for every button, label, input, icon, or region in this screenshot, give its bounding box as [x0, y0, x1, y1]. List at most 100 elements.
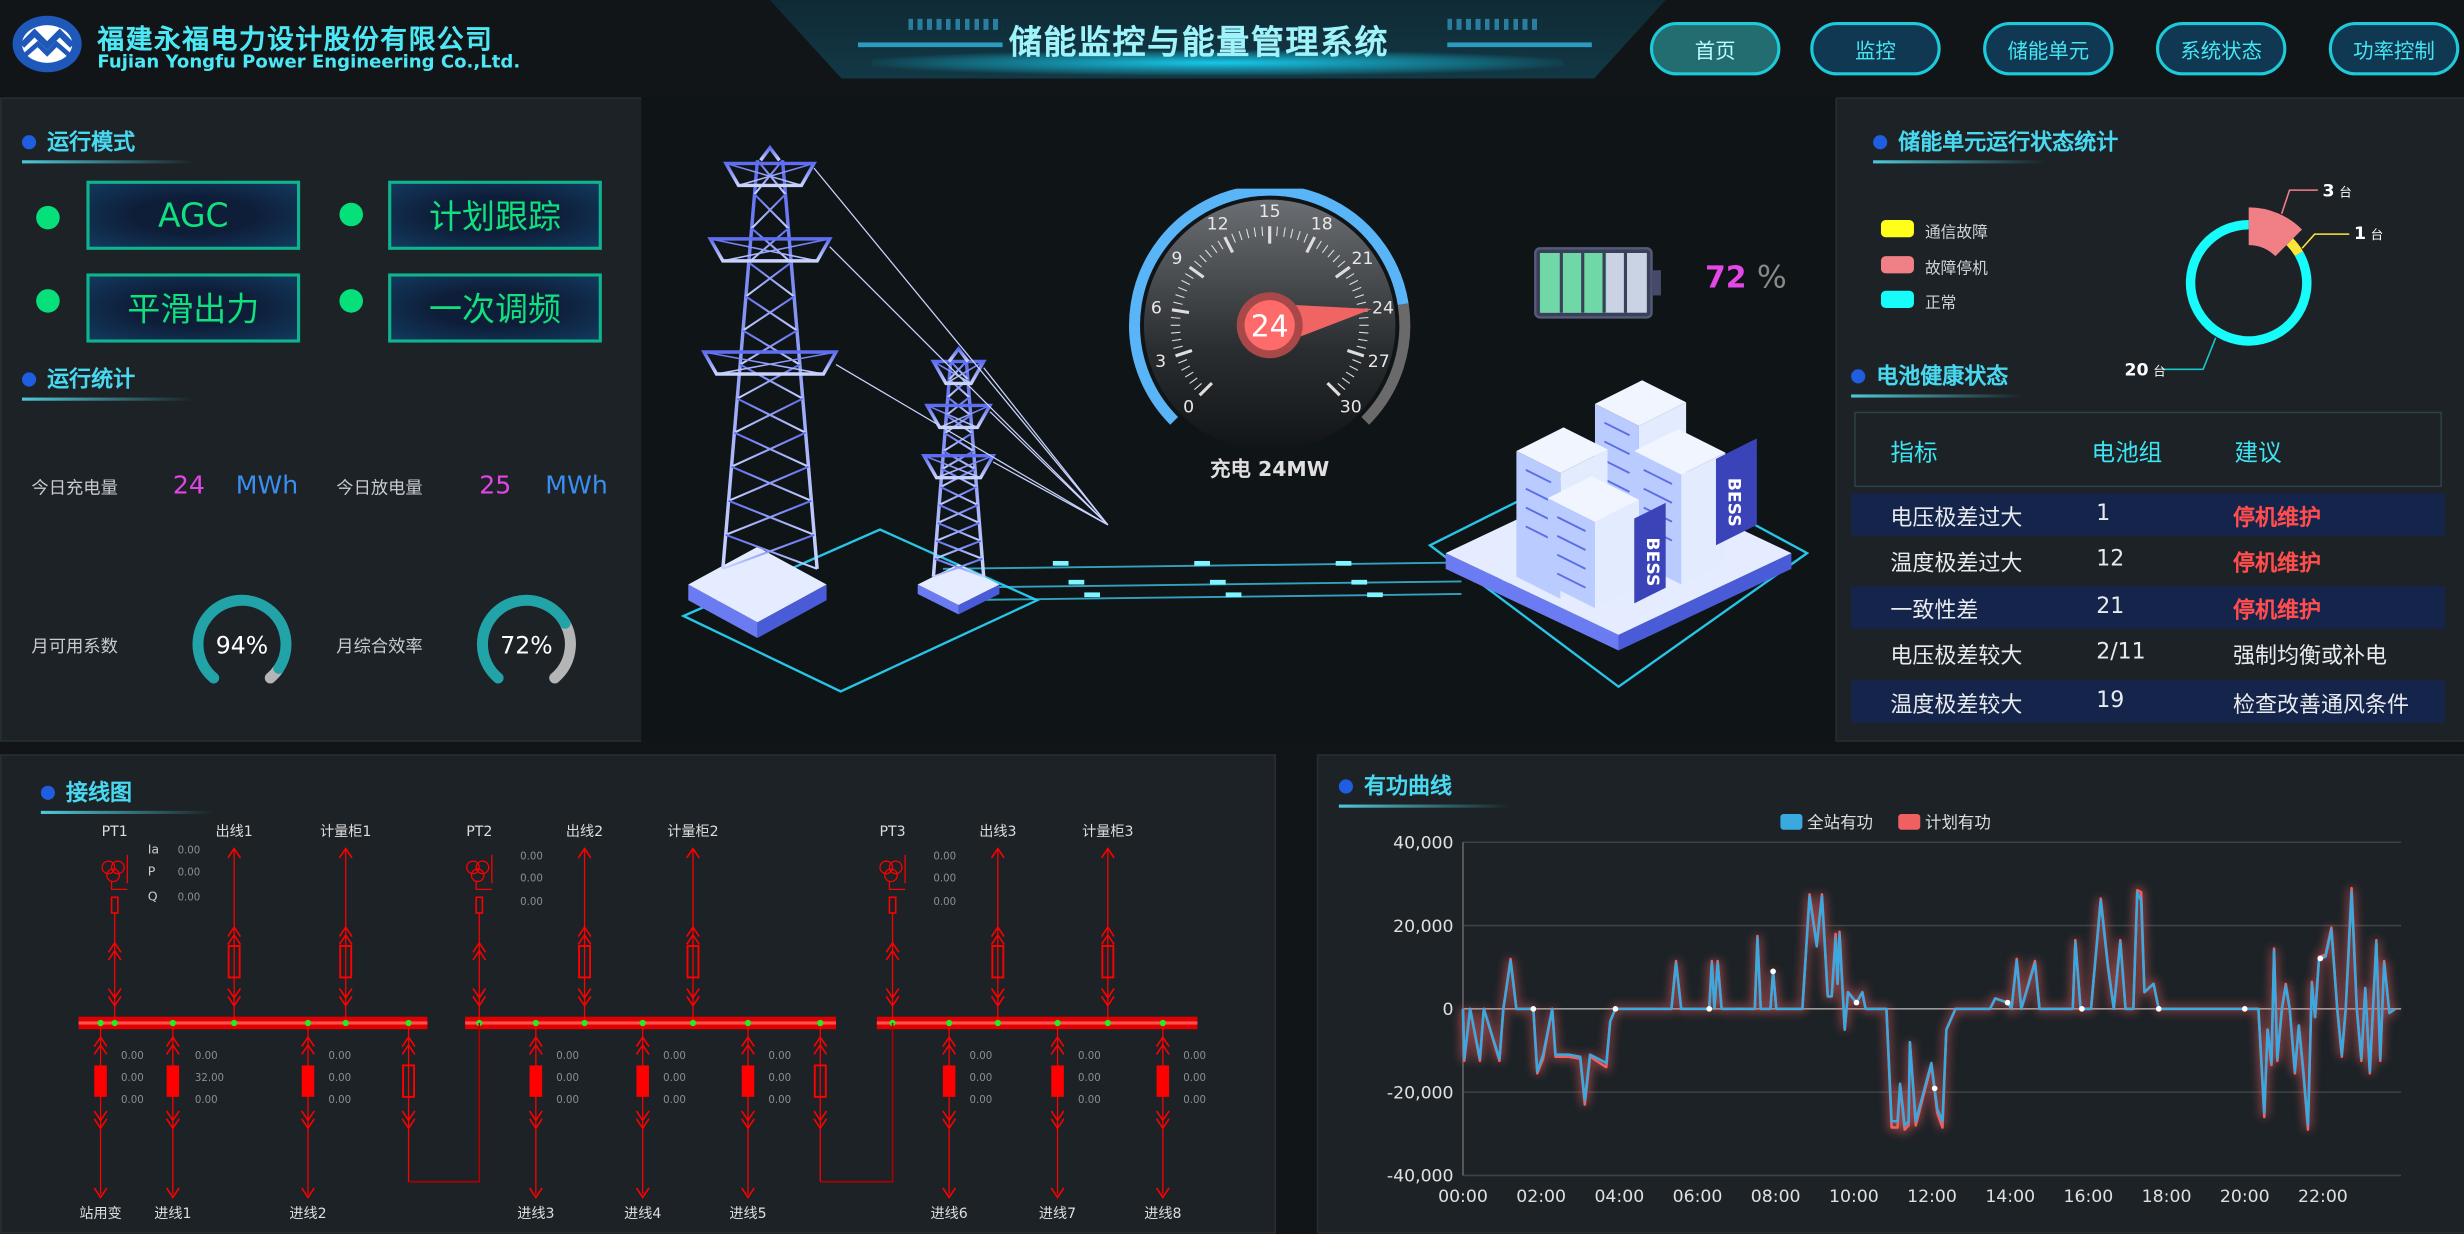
legend-label-normal[interactable]: 正常: [1924, 295, 1957, 313]
disconnector-arrow: [813, 1035, 828, 1047]
feeder-value: 0.00: [556, 1095, 579, 1106]
outgoing-arrow: [227, 847, 242, 859]
gauge-tick: [1303, 233, 1309, 243]
circuit-breaker-closed: [301, 1065, 315, 1097]
x-tick-label: 12:00: [1907, 1187, 1957, 1207]
tower-brace: [945, 360, 985, 385]
disconnector-arrow: [301, 1110, 315, 1122]
pt-transformer-icon: [466, 854, 493, 891]
donut-slice-fault-stop: [2248, 207, 2303, 257]
tower-brace: [949, 360, 969, 381]
x-tick-label: 00:00: [1438, 1187, 1488, 1207]
feeder-top-label: 出线3: [979, 824, 1016, 840]
disconnector-arrow: [1050, 1118, 1065, 1130]
power-flow-dash: [1068, 579, 1085, 585]
title-dot-icon: [40, 784, 55, 800]
tower-brace: [750, 227, 792, 264]
bus-node: [111, 1019, 118, 1027]
feeder-value: 0.00: [663, 1073, 686, 1084]
legend-label-fault-stop[interactable]: 故障停机: [1924, 260, 1988, 279]
tower-brace: [937, 504, 979, 524]
ring-value-text: 72%: [500, 632, 552, 660]
disconnector-arrow: [472, 941, 487, 953]
gauge-tick: [1181, 365, 1191, 371]
transmission-wire: [829, 246, 1109, 526]
disconnector-arrow: [885, 987, 900, 1000]
tower-brace: [935, 521, 980, 542]
health-cell-metric: 电压极差较大: [1890, 644, 2023, 670]
disconnector-arrow: [686, 987, 700, 1000]
disconnector-arrow: [528, 1043, 543, 1055]
gauge-value-text: 24: [1251, 309, 1289, 344]
company-name-en: Fujian Yongfu Power Engineering Co.,Ltd.: [97, 50, 521, 73]
availability-label: 月可用系数: [31, 636, 118, 657]
disconnector-arrow: [227, 995, 242, 1008]
pt-coil: [884, 868, 898, 883]
gauge-tick: [1283, 227, 1286, 237]
mode-plan-tracking-button[interactable]: 计划跟踪: [388, 180, 602, 250]
legend-label-comm-fault[interactable]: 通信故障: [1924, 224, 1988, 242]
transmission-tower-large: [701, 144, 839, 570]
bess-cabinet-side: [1594, 499, 1639, 609]
pt-coil: [888, 860, 903, 875]
legend-swatch-station: [1780, 813, 1803, 830]
health-cell-advice: 检查改善通风条件: [2232, 692, 2409, 719]
gauge-tick: [1173, 345, 1183, 349]
health-table-row: 电压极差过大 1 停机维护: [1851, 493, 2446, 536]
gauge-tick-label: 27: [1368, 352, 1390, 372]
mode-freq-regulation-button[interactable]: 一次调频: [388, 273, 602, 343]
feeder-bottom-label: 进线5: [729, 1206, 766, 1222]
company-name-cn: 福建永福电力设计股份有限公司: [97, 25, 494, 57]
health-cell-metric: 一致性差: [1890, 598, 1979, 624]
feeder-value: 0.00: [556, 1073, 579, 1084]
bus-node: [639, 1019, 646, 1027]
tower-platform-small-side-left: [917, 584, 959, 615]
disconnector-arrow: [942, 1118, 957, 1130]
outgoing-arrow: [338, 847, 353, 859]
nav-storage-unit[interactable]: 储能单元: [1983, 21, 2114, 76]
nav-monitor[interactable]: 监控: [1810, 21, 1941, 76]
battery-soc-unit: %: [1756, 257, 1787, 296]
feeder-value: 0.00: [970, 1095, 993, 1106]
bus-node: [342, 1019, 349, 1027]
y-tick-label: -20,000: [1387, 1083, 1454, 1103]
mode-smoothing-button[interactable]: 平滑出力: [86, 273, 301, 343]
battery-health-title-text: 电池健康状态: [1876, 364, 2009, 390]
disconnector-arrow: [472, 949, 487, 961]
feeder-bottom-label: 进线6: [931, 1206, 968, 1222]
series-data-point: [2155, 1006, 2162, 1012]
gauge-tick: [1352, 286, 1362, 292]
circuit-breaker-closed: [529, 1065, 543, 1097]
gauge-tick: [1184, 273, 1194, 279]
circuit-breaker-closed: [942, 1065, 956, 1097]
gauge-tick: [1305, 236, 1317, 254]
nav-system-status[interactable]: 系统状态: [2155, 21, 2287, 76]
nav-home[interactable]: 首页: [1649, 21, 1781, 76]
feeder-end-arrow: [1050, 1187, 1065, 1199]
feeder-bottom-label: 进线3: [517, 1206, 554, 1222]
gauge-tick: [1354, 294, 1365, 299]
feeder-value: 0.00: [556, 1051, 579, 1062]
feeder-value: 0.00: [328, 1095, 351, 1106]
feeder-bottom-label: 进线7: [1039, 1206, 1076, 1222]
disconnector-arrow: [942, 1043, 957, 1055]
feeder-value: 32.00: [195, 1073, 224, 1084]
wiring-panel: [0, 754, 1276, 1234]
power-flow-dash: [1194, 560, 1210, 566]
gauge-value-arc: [1129, 188, 1409, 425]
disconnector-arrow: [301, 1118, 315, 1130]
x-tick-label: 18:00: [2142, 1187, 2192, 1207]
pt-coil: [475, 860, 490, 875]
mode-agc-button[interactable]: AGC: [86, 180, 301, 250]
mode-status-indicator-agc: [36, 205, 60, 230]
gauge-tick: [1223, 236, 1234, 254]
nav-power-control[interactable]: 功率控制: [2328, 21, 2460, 76]
circuit-breaker: [339, 945, 353, 979]
disconnector-arrow: [338, 925, 353, 937]
legend-label-station: 全站有功: [1807, 813, 1873, 832]
gauge-tick: [1181, 279, 1191, 286]
gauge-tick: [1204, 249, 1212, 258]
bus-node: [817, 1019, 824, 1027]
transmission-wire: [813, 167, 1109, 526]
health-cell-metric: 温度极差过大: [1890, 551, 2023, 577]
